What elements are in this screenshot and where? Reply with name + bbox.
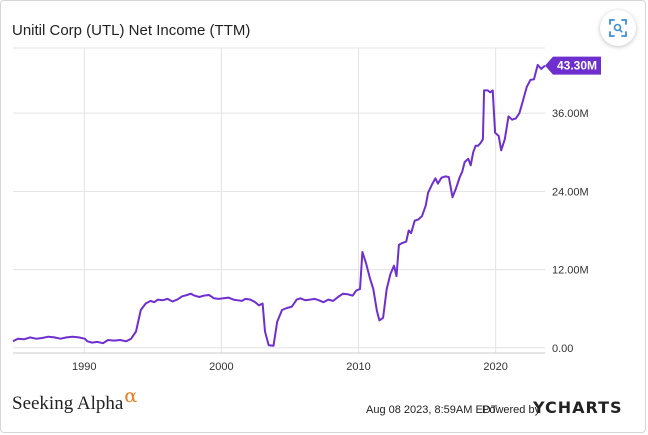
series-layer	[12, 63, 546, 347]
last-value-label: 43.30M	[557, 59, 597, 73]
x-axis: 1990 2000 2010 2020	[72, 361, 508, 373]
grid-lines	[13, 47, 545, 354]
alpha-icon: α	[124, 385, 138, 407]
x-tick-label: 1990	[72, 361, 96, 373]
x-tick-label: 2010	[346, 361, 370, 373]
last-value-badge	[545, 56, 601, 75]
series-line-net-income	[12, 63, 546, 347]
y-tick-label: 24.00M	[552, 186, 589, 198]
y-tick-label: 12.00M	[552, 265, 589, 277]
brand-text: Seeking Alpha	[12, 393, 124, 414]
ycharts-logo[interactable]: YCHARTS	[533, 398, 623, 417]
y-axis: 0.00 12.00M 24.00M 36.00M	[552, 108, 589, 355]
chart-title: Unitil Corp (UTL) Net Income (TTM)	[12, 22, 251, 39]
timestamp: Aug 08 2023, 8:59AM EDT.	[366, 404, 500, 416]
last-value-marker: 43.30M	[545, 56, 601, 75]
y-tick-label: 36.00M	[552, 108, 589, 120]
expand-icon	[609, 19, 627, 37]
expand-button[interactable]	[600, 10, 636, 46]
seeking-alpha-logo: Seeking Alphaα	[12, 385, 137, 415]
y-tick-label: 0.00	[552, 343, 573, 355]
x-tick-label: 2020	[483, 361, 507, 373]
x-tick-label: 2000	[209, 361, 233, 373]
powered-by-label: Powered by	[482, 404, 541, 416]
